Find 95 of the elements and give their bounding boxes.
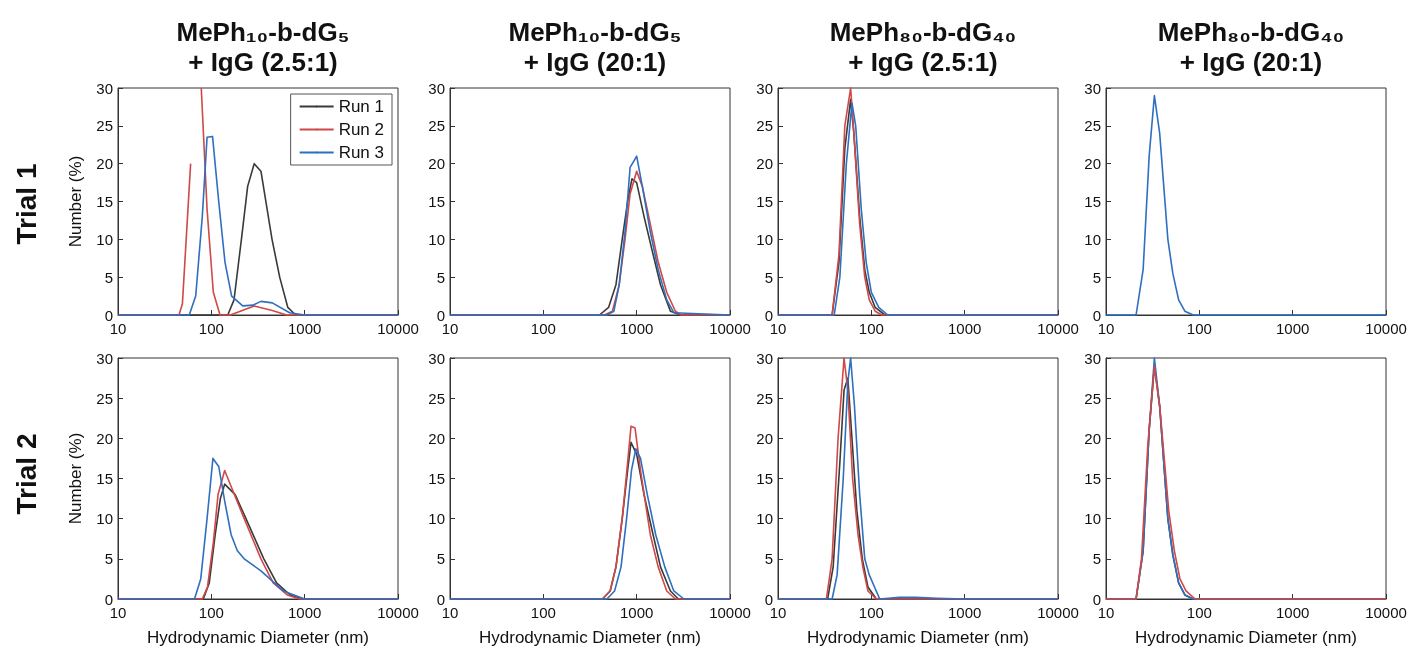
y-tick-label: 10 <box>756 230 773 248</box>
legend-label: Run 1 <box>338 97 385 116</box>
y-tick-label: 10 <box>756 510 773 528</box>
x-axis-title: Hydrodynamic Diameter (nm) <box>147 628 369 647</box>
x-tick-label: 10000 <box>709 604 751 621</box>
y-tick-label: 25 <box>1084 389 1101 407</box>
x-tick-label: 100 <box>530 320 556 337</box>
x-tick-label: 100 <box>198 320 224 337</box>
y-tick-label: 5 <box>764 268 773 286</box>
text: Trial 2 <box>10 433 42 515</box>
y-axis-title: Number (%) <box>66 432 85 525</box>
y-tick-label: 15 <box>96 193 113 210</box>
x-tick-label: 10000 <box>709 320 751 337</box>
x-tick-label: 1000 <box>1275 320 1310 337</box>
y-tick-label: 10 <box>96 230 113 248</box>
y-tick-label: 30 <box>1084 79 1101 97</box>
chart-title: MePh₈₀-b-dG₄₀ + IgG (2.5:1) <box>829 17 1017 77</box>
x-tick-label: 10000 <box>1037 320 1079 337</box>
y-tick-label: 20 <box>96 429 113 447</box>
y-tick-label: 25 <box>1084 117 1101 135</box>
x-tick-label: 1000 <box>947 320 982 337</box>
y-tick-label: 25 <box>96 117 113 135</box>
y-tick-label: 0 <box>104 590 113 608</box>
y-tick-label: 20 <box>1084 155 1101 173</box>
y-tick-label: 5 <box>104 268 113 286</box>
y-tick-label: 5 <box>1092 268 1101 286</box>
y-tick-label: 0 <box>764 590 773 608</box>
x-tick-label: 100 <box>1186 320 1212 337</box>
x-axis-title: Hydrodynamic Diameter (nm) <box>807 628 1029 647</box>
x-tick-label: 10000 <box>1365 604 1407 621</box>
x-tick-label: 10000 <box>1037 604 1079 621</box>
y-tick-label: 10 <box>1084 510 1101 528</box>
y-tick-label: 0 <box>1092 306 1101 324</box>
y-tick-label: 5 <box>1092 550 1101 568</box>
y-tick-label: 15 <box>756 193 773 210</box>
x-tick-label: 100 <box>858 604 884 621</box>
y-tick-label: 30 <box>756 79 773 97</box>
y-tick-label: 10 <box>1084 230 1101 248</box>
y-tick-label: 5 <box>436 550 445 568</box>
y-tick-label: 20 <box>428 155 445 173</box>
y-tick-label: 15 <box>1084 193 1101 210</box>
y-tick-label: 30 <box>1084 349 1101 367</box>
y-tick-label: 0 <box>436 306 445 324</box>
y-tick-label: 30 <box>756 349 773 367</box>
y-tick-label: 15 <box>756 470 773 487</box>
y-tick-label: 5 <box>104 550 113 568</box>
y-tick-label: 20 <box>756 429 773 447</box>
y-tick-label: 30 <box>96 349 113 367</box>
y-tick-label: 15 <box>96 470 113 487</box>
y-tick-label: 15 <box>1084 470 1101 487</box>
y-tick-label: 10 <box>96 510 113 528</box>
y-tick-label: 0 <box>1092 590 1101 608</box>
y-tick-label: 0 <box>764 306 773 324</box>
x-tick-label: 100 <box>198 604 224 621</box>
y-tick-label: 20 <box>1084 429 1101 447</box>
y-tick-label: 30 <box>428 79 445 97</box>
y-tick-label: 10 <box>428 510 445 528</box>
chart-title: MePh₁₀-b-dG₅ + IgG (20:1) <box>508 17 682 77</box>
x-tick-label: 100 <box>530 604 556 621</box>
x-tick-label: 100 <box>1186 604 1212 621</box>
y-tick-label: 25 <box>756 389 773 407</box>
x-tick-label: 1000 <box>287 604 322 621</box>
x-tick-label: 10000 <box>377 604 419 621</box>
y-tick-label: 10 <box>428 230 445 248</box>
y-tick-label: 0 <box>436 590 445 608</box>
y-tick-label: 25 <box>756 117 773 135</box>
y-tick-label: 0 <box>104 306 113 324</box>
x-tick-label: 1000 <box>619 320 654 337</box>
y-tick-label: 30 <box>96 79 113 97</box>
x-axis-title: Hydrodynamic Diameter (nm) <box>479 628 701 647</box>
x-tick-label: 1000 <box>1275 604 1310 621</box>
chart-title: MePh₈₀-b-dG₄₀ + IgG (20:1) <box>1157 17 1345 77</box>
y-tick-label: 25 <box>96 389 113 407</box>
x-tick-label: 10000 <box>1365 320 1407 337</box>
y-tick-label: 20 <box>756 155 773 173</box>
y-tick-label: 25 <box>428 117 445 135</box>
y-axis-title: Number (%) <box>66 155 85 248</box>
chart-title: MePh₁₀-b-dG₅ + IgG (2.5:1) <box>176 17 350 77</box>
legend-label: Run 3 <box>338 143 385 162</box>
x-axis-title: Hydrodynamic Diameter (nm) <box>1135 628 1357 647</box>
text: Trial 1 <box>10 163 42 245</box>
y-tick-label: 5 <box>436 268 445 286</box>
x-tick-label: 1000 <box>619 604 654 621</box>
y-tick-label: 15 <box>428 193 445 210</box>
x-tick-label: 10000 <box>377 320 419 337</box>
y-tick-label: 25 <box>428 389 445 407</box>
y-tick-label: 15 <box>428 470 445 487</box>
x-tick-label: 1000 <box>287 320 322 337</box>
y-tick-label: 5 <box>764 550 773 568</box>
x-tick-label: 1000 <box>947 604 982 621</box>
y-tick-label: 20 <box>96 155 113 173</box>
x-tick-label: 100 <box>858 320 884 337</box>
y-tick-label: 30 <box>428 349 445 367</box>
y-tick-label: 20 <box>428 429 445 447</box>
legend-label: Run 2 <box>338 120 385 139</box>
